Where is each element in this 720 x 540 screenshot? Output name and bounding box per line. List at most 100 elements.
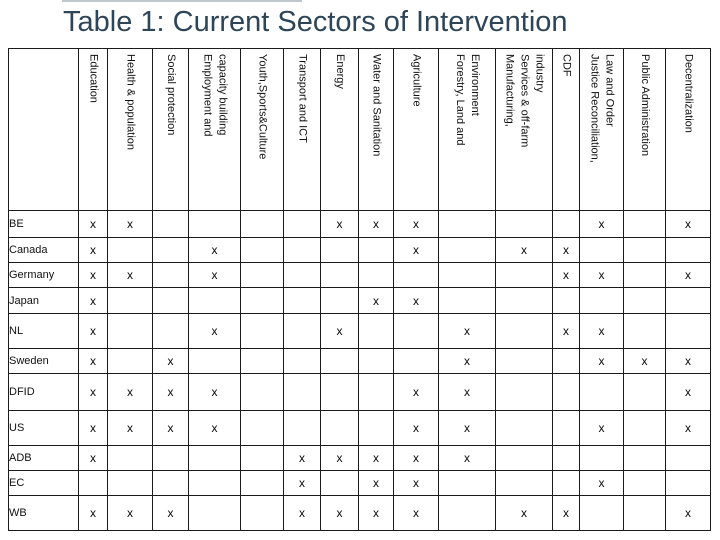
column-header: Agriculture	[393, 48, 439, 211]
sector-empty-cell	[188, 445, 241, 471]
row-label: Sweden	[8, 348, 79, 374]
sector-mark-cell: x	[623, 348, 666, 374]
sector-mark-cell: x	[438, 410, 496, 446]
sector-empty-cell	[623, 287, 666, 314]
sector-mark-cell: x	[579, 410, 624, 446]
column-header-label: Justice Reconciliation, Law and Order	[588, 54, 616, 163]
sector-mark-cell: x	[552, 495, 580, 531]
sector-empty-cell	[552, 373, 580, 411]
sector-empty-cell	[240, 445, 284, 471]
sector-empty-cell	[393, 262, 439, 288]
sector-empty-cell	[358, 373, 394, 411]
sector-empty-cell	[393, 313, 439, 349]
sector-empty-cell	[579, 373, 624, 411]
sector-empty-cell	[240, 313, 284, 349]
sector-empty-cell	[320, 287, 359, 314]
sector-mark-cell: x	[78, 210, 108, 238]
sector-mark-cell: x	[393, 210, 439, 238]
sector-empty-cell	[152, 470, 189, 496]
sector-empty-cell	[623, 495, 666, 531]
column-header-wrap: Forestry, Land and Environment	[439, 49, 495, 209]
sector-mark-cell: x	[152, 348, 189, 374]
sector-empty-cell	[188, 348, 241, 374]
table-row: Germany x x x x x x	[8, 262, 711, 288]
column-header-wrap: Justice Reconciliation, Law and Order	[580, 49, 623, 209]
sector-empty-cell	[188, 210, 241, 238]
column-header-label: Youth,Sports&Culture	[256, 54, 269, 160]
column-header-wrap: Social protection	[153, 49, 188, 209]
sector-empty-cell	[495, 348, 553, 374]
sector-empty-cell	[623, 313, 666, 349]
sector-mark-cell: x	[78, 410, 108, 446]
sector-mark-cell: x	[152, 495, 189, 531]
column-header: Youth,Sports&Culture	[240, 48, 284, 211]
row-label: Canada	[8, 237, 79, 263]
sector-mark-cell: x	[552, 237, 580, 263]
column-header: Public Administration	[623, 48, 666, 211]
sector-empty-cell	[283, 262, 321, 288]
sector-empty-cell	[358, 313, 394, 349]
sector-empty-cell	[152, 262, 189, 288]
sector-empty-cell	[579, 445, 624, 471]
sector-mark-cell: x	[579, 313, 624, 349]
sector-mark-cell: x	[107, 262, 153, 288]
sectors-table: Education Health & population Social prote…	[8, 48, 711, 531]
sector-empty-cell	[665, 237, 711, 263]
sector-mark-cell: x	[283, 495, 321, 531]
sector-mark-cell: x	[107, 410, 153, 446]
sector-empty-cell	[152, 445, 189, 471]
column-header-label: Energy	[334, 54, 346, 89]
sector-empty-cell	[283, 348, 321, 374]
table-row: NL x x x x x x	[8, 313, 711, 349]
column-header-label: Manufacturing, Services & off-farm indus…	[503, 54, 546, 148]
sector-mark-cell: x	[188, 373, 241, 411]
sector-empty-cell	[240, 348, 284, 374]
sector-empty-cell	[623, 470, 666, 496]
sector-empty-cell	[152, 237, 189, 263]
table-row: Canada x x x x x	[8, 237, 711, 263]
column-header-wrap: Youth,Sports&Culture	[241, 49, 283, 209]
sector-mark-cell: x	[283, 445, 321, 471]
sector-mark-cell: x	[107, 495, 153, 531]
sector-mark-cell: x	[152, 373, 189, 411]
sector-mark-cell: x	[188, 237, 241, 263]
sector-mark-cell: x	[438, 348, 496, 374]
sector-mark-cell: x	[78, 495, 108, 531]
sector-mark-cell: x	[579, 210, 624, 238]
header-row: Education Health & population Social prote…	[8, 48, 711, 211]
corner-cell	[8, 48, 79, 211]
table-row: ADB x x x x x x	[8, 445, 711, 471]
sector-mark-cell: x	[665, 410, 711, 446]
column-header: Water and Sanitation	[358, 48, 394, 211]
sector-mark-cell: x	[579, 348, 624, 374]
table-row: WB x x x x x x x x x x	[8, 495, 711, 531]
sector-empty-cell	[358, 262, 394, 288]
sector-mark-cell: x	[665, 262, 711, 288]
table-row: EC x x x x	[8, 470, 711, 496]
column-header-wrap: Employment and capacity building	[189, 49, 240, 209]
table-row: US x x x x x x x x	[8, 410, 711, 446]
column-header-wrap: Energy	[321, 49, 358, 209]
sector-empty-cell	[552, 470, 580, 496]
sector-mark-cell: x	[665, 373, 711, 411]
sector-empty-cell	[358, 410, 394, 446]
column-header: Education	[78, 48, 108, 211]
sector-mark-cell: x	[495, 237, 553, 263]
sector-empty-cell	[283, 237, 321, 263]
sector-empty-cell	[107, 313, 153, 349]
sector-empty-cell	[495, 373, 553, 411]
row-label: ADB	[8, 445, 79, 471]
sector-empty-cell	[240, 237, 284, 263]
sector-mark-cell: x	[358, 495, 394, 531]
column-header-label: Health & population	[124, 54, 137, 151]
sector-empty-cell	[665, 470, 711, 496]
sector-empty-cell	[579, 287, 624, 314]
sector-mark-cell: x	[152, 410, 189, 446]
sector-mark-cell: x	[438, 445, 496, 471]
sector-mark-cell: x	[78, 237, 108, 263]
column-header-wrap: Health & population	[108, 49, 152, 209]
sector-empty-cell	[107, 287, 153, 314]
sector-empty-cell	[283, 210, 321, 238]
sector-mark-cell: x	[495, 495, 553, 531]
sector-empty-cell	[240, 210, 284, 238]
